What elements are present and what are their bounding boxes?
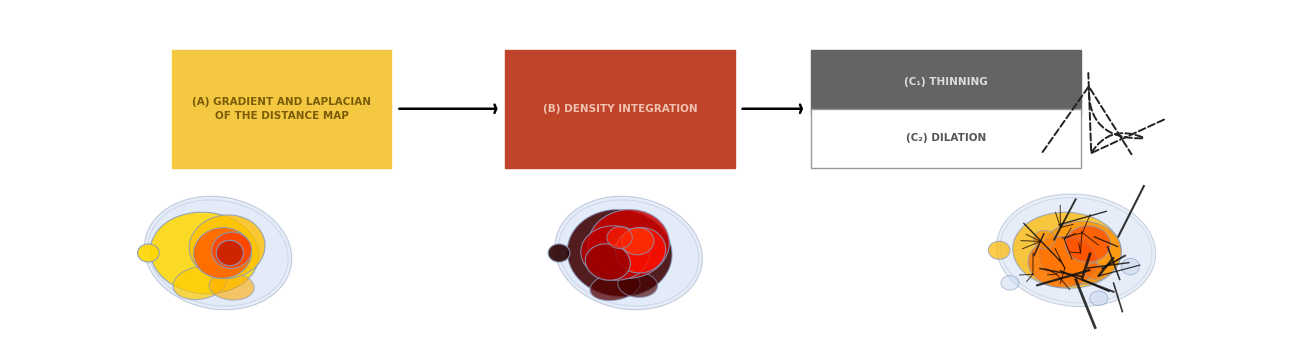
Ellipse shape [590,272,640,301]
Ellipse shape [615,228,666,273]
FancyBboxPatch shape [172,50,392,168]
Ellipse shape [622,228,654,255]
Ellipse shape [607,227,632,248]
Ellipse shape [212,232,251,268]
Ellipse shape [568,209,671,296]
Ellipse shape [1001,276,1020,290]
Ellipse shape [1089,291,1108,306]
Ellipse shape [548,244,570,262]
Ellipse shape [618,272,657,298]
Text: (C₂) DILATION: (C₂) DILATION [905,133,986,143]
Ellipse shape [209,273,254,300]
Ellipse shape [1013,212,1121,288]
Ellipse shape [996,194,1155,307]
Ellipse shape [555,196,703,310]
FancyArrowPatch shape [1042,87,1142,154]
Ellipse shape [558,200,699,306]
FancyBboxPatch shape [506,50,735,168]
Ellipse shape [150,212,259,294]
Ellipse shape [1039,221,1121,285]
Ellipse shape [138,244,159,262]
FancyArrowPatch shape [1088,73,1164,153]
Ellipse shape [1121,259,1139,275]
Text: (C₁) THINNING: (C₁) THINNING [904,77,988,87]
Ellipse shape [1034,230,1055,248]
Text: (B) DENSITY INTEGRATION: (B) DENSITY INTEGRATION [543,104,698,114]
Ellipse shape [1000,198,1152,303]
Ellipse shape [1066,226,1110,262]
Ellipse shape [587,209,669,278]
Ellipse shape [189,215,265,278]
Ellipse shape [145,196,292,310]
Ellipse shape [148,200,288,306]
FancyBboxPatch shape [811,50,1080,114]
Ellipse shape [217,240,243,266]
Ellipse shape [173,266,227,300]
Text: (A) GRADIENT AND LAPLACIAN
OF THE DISTANCE MAP: (A) GRADIENT AND LAPLACIAN OF THE DISTAN… [192,97,372,121]
Ellipse shape [581,226,649,280]
Ellipse shape [1028,237,1097,287]
Ellipse shape [193,228,251,278]
Ellipse shape [988,241,1010,259]
Ellipse shape [585,244,631,280]
FancyBboxPatch shape [811,109,1080,168]
Ellipse shape [1085,263,1104,279]
